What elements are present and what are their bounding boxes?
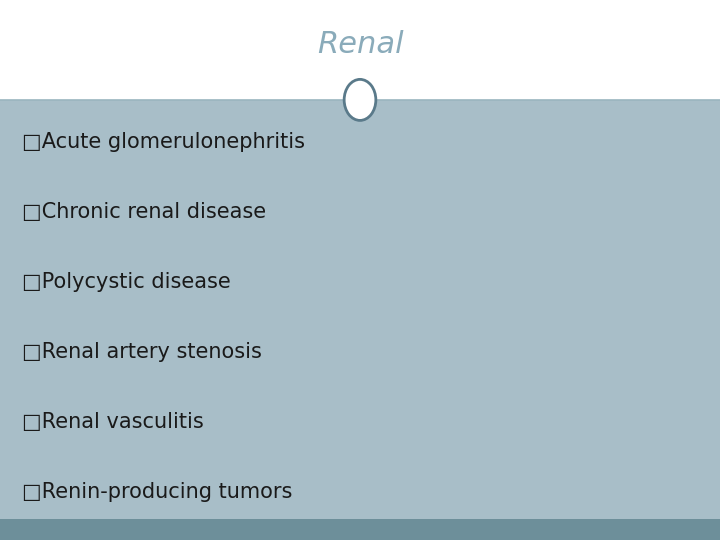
Text: □Renal artery stenosis: □Renal artery stenosis <box>22 342 261 362</box>
Bar <box>0 0 720 100</box>
Text: Renal: Renal <box>317 30 403 59</box>
Text: □Renal vasculitis: □Renal vasculitis <box>22 411 203 431</box>
Bar <box>0 519 720 540</box>
Text: □Polycystic disease: □Polycystic disease <box>22 272 230 292</box>
Text: □Acute glomerulonephritis: □Acute glomerulonephritis <box>22 132 305 152</box>
Text: □Renin-producing tumors: □Renin-producing tumors <box>22 482 292 502</box>
Bar <box>0 100 720 519</box>
Ellipse shape <box>344 79 376 120</box>
Text: □Chronic renal disease: □Chronic renal disease <box>22 202 266 222</box>
